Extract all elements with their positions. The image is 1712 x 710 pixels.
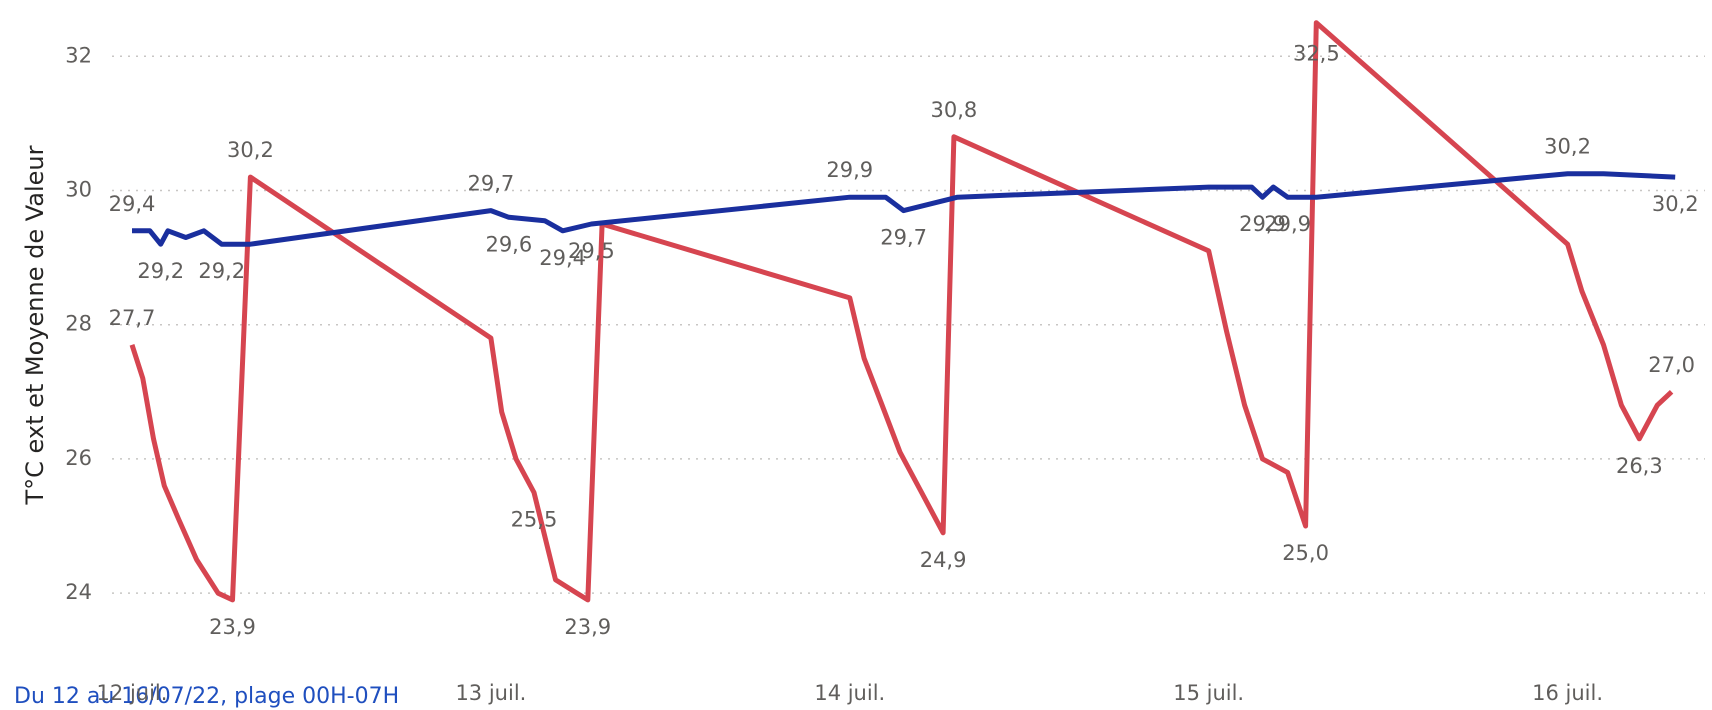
data-label: 25,5: [511, 507, 558, 531]
data-label: 29,5: [568, 239, 615, 263]
y-tick-label: 26: [65, 446, 92, 470]
data-label: 30,2: [1544, 135, 1591, 159]
data-label: 30,2: [1652, 192, 1699, 216]
series-line: [132, 171, 1676, 247]
data-label: 23,9: [564, 615, 611, 639]
data-label: 30,8: [930, 98, 977, 122]
data-label: 29,9: [826, 158, 873, 182]
data-label: 29,7: [468, 172, 515, 196]
data-label: 29,4: [109, 192, 156, 216]
series-line: [129, 20, 1674, 603]
data-label: 30,2: [227, 138, 274, 162]
y-tick-label: 32: [65, 43, 92, 67]
data-label: 26,3: [1616, 454, 1663, 478]
data-label: 29,2: [198, 259, 245, 283]
data-label: 29,2: [137, 259, 184, 283]
data-label: 25,0: [1282, 541, 1329, 565]
data-label: 29,9: [1239, 212, 1286, 236]
data-label: 29,6: [485, 232, 532, 256]
data-label: 32,5: [1293, 42, 1340, 66]
data-label: 24,9: [920, 548, 967, 572]
x-tick-label: 15 juil.: [1173, 681, 1244, 705]
y-tick-label: 24: [65, 580, 92, 604]
data-label: 27,0: [1648, 353, 1695, 377]
x-tick-label: 14 juil.: [814, 681, 885, 705]
footnote: Du 12 au 16/07/22, plage 00H-07H: [14, 684, 399, 709]
data-label: 29,4: [539, 246, 586, 270]
y-axis-title: T°C ext et Moyenne de Valeur: [21, 145, 49, 505]
data-label: 29,7: [880, 226, 927, 250]
y-tick-label: 28: [65, 312, 92, 336]
data-label: 23,9: [209, 615, 256, 639]
x-tick-label: 16 juil.: [1532, 681, 1603, 705]
data-label: 27,7: [109, 306, 156, 330]
x-tick-label: 13 juil.: [455, 681, 526, 705]
x-tick-label: 12 juil.: [97, 681, 168, 705]
y-tick-label: 30: [65, 177, 92, 201]
data-label: 29,9: [1264, 212, 1311, 236]
